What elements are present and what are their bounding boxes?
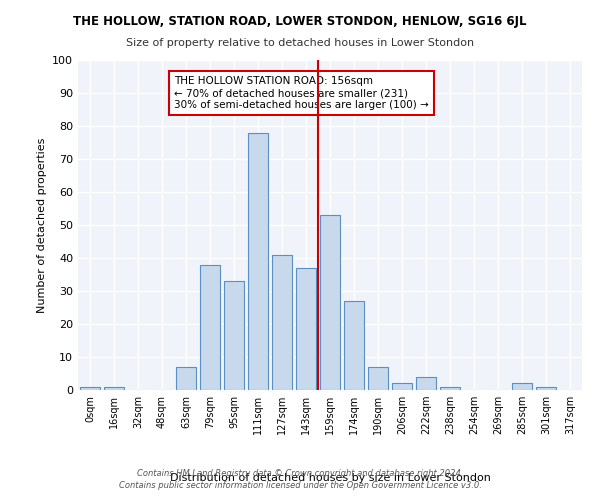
Bar bbox=[200, 264, 220, 390]
Bar bbox=[176, 367, 196, 390]
Text: Contains public sector information licensed under the Open Government Licence v3: Contains public sector information licen… bbox=[119, 481, 481, 490]
Bar bbox=[416, 377, 436, 390]
Bar bbox=[320, 215, 340, 390]
Bar bbox=[344, 301, 364, 390]
Bar bbox=[536, 386, 556, 390]
Bar bbox=[104, 386, 124, 390]
Text: Contains HM Land Registry data © Crown copyright and database right 2024.: Contains HM Land Registry data © Crown c… bbox=[137, 468, 463, 477]
Y-axis label: Number of detached properties: Number of detached properties bbox=[37, 138, 47, 312]
Bar bbox=[368, 367, 388, 390]
Bar bbox=[80, 386, 100, 390]
Text: THE HOLLOW, STATION ROAD, LOWER STONDON, HENLOW, SG16 6JL: THE HOLLOW, STATION ROAD, LOWER STONDON,… bbox=[73, 15, 527, 28]
Bar bbox=[296, 268, 316, 390]
Bar bbox=[248, 132, 268, 390]
Bar bbox=[392, 384, 412, 390]
Text: THE HOLLOW STATION ROAD: 156sqm
← 70% of detached houses are smaller (231)
30% o: THE HOLLOW STATION ROAD: 156sqm ← 70% of… bbox=[174, 76, 429, 110]
X-axis label: Distribution of detached houses by size in Lower Stondon: Distribution of detached houses by size … bbox=[170, 473, 490, 483]
Text: Size of property relative to detached houses in Lower Stondon: Size of property relative to detached ho… bbox=[126, 38, 474, 48]
Bar bbox=[272, 254, 292, 390]
Bar bbox=[440, 386, 460, 390]
Bar bbox=[224, 281, 244, 390]
Bar bbox=[512, 384, 532, 390]
